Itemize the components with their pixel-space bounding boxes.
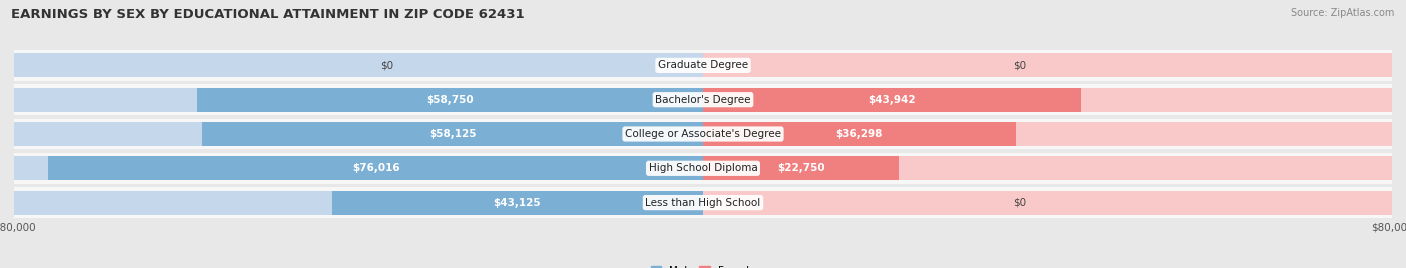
Text: $43,125: $43,125: [494, 198, 541, 208]
Text: $58,125: $58,125: [429, 129, 477, 139]
Text: Bachelor's Degree: Bachelor's Degree: [655, 95, 751, 105]
Bar: [14, 191, 703, 215]
Bar: [197, 88, 703, 112]
Bar: [332, 191, 703, 215]
Bar: [14, 53, 703, 77]
Bar: [703, 156, 898, 180]
Bar: [703, 53, 1392, 77]
Bar: [14, 187, 1392, 218]
Bar: [48, 156, 703, 180]
Text: Graduate Degree: Graduate Degree: [658, 60, 748, 70]
Bar: [202, 122, 703, 146]
Text: Source: ZipAtlas.com: Source: ZipAtlas.com: [1291, 8, 1395, 18]
Text: $76,016: $76,016: [352, 163, 399, 173]
Bar: [14, 88, 703, 112]
Bar: [14, 118, 1392, 150]
Text: $0: $0: [1012, 60, 1026, 70]
Text: College or Associate's Degree: College or Associate's Degree: [626, 129, 780, 139]
Bar: [14, 153, 1392, 184]
Text: $36,298: $36,298: [835, 129, 883, 139]
Bar: [703, 88, 1392, 112]
Text: $0: $0: [380, 60, 392, 70]
Bar: [14, 156, 703, 180]
Bar: [703, 122, 1392, 146]
Bar: [14, 122, 703, 146]
Bar: [703, 191, 1392, 215]
Bar: [703, 88, 1081, 112]
Bar: [703, 122, 1015, 146]
Legend: Male, Female: Male, Female: [647, 261, 759, 268]
Text: $43,942: $43,942: [869, 95, 917, 105]
Text: $0: $0: [1012, 198, 1026, 208]
Text: $22,750: $22,750: [778, 163, 825, 173]
Bar: [703, 156, 1392, 180]
Text: $58,750: $58,750: [426, 95, 474, 105]
Text: Less than High School: Less than High School: [645, 198, 761, 208]
Bar: [14, 50, 1392, 81]
Bar: [14, 84, 1392, 115]
Text: EARNINGS BY SEX BY EDUCATIONAL ATTAINMENT IN ZIP CODE 62431: EARNINGS BY SEX BY EDUCATIONAL ATTAINMEN…: [11, 8, 524, 21]
Text: High School Diploma: High School Diploma: [648, 163, 758, 173]
